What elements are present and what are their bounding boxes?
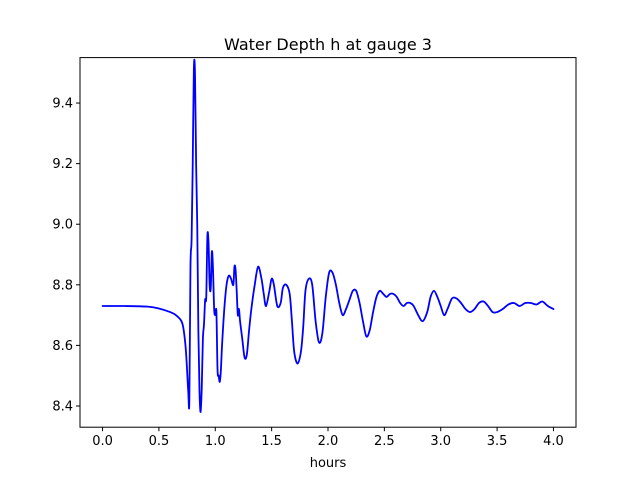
y-tick-label: 9.2 — [52, 157, 73, 172]
plot-frame — [79, 57, 577, 428]
chart-title: Water Depth h at gauge 3 — [224, 35, 432, 54]
y-tick-label: 9.0 — [52, 218, 73, 233]
x-tick-label: 0.5 — [149, 434, 170, 449]
x-tick-label: 3.0 — [430, 434, 451, 449]
series-layer — [101, 58, 555, 413]
series-line-0 — [101, 58, 555, 413]
y-tick-label: 8.6 — [52, 339, 73, 354]
x-tick-label: 0.0 — [92, 434, 113, 449]
x-tick-label: 3.5 — [487, 434, 508, 449]
y-tick-label: 9.4 — [52, 97, 73, 112]
ticks-layer: 0.0 0.5 1.0 1.5 2.0 2.5 3.0 3.5 4.0 8.4 8.6 8.8 9.0 9… — [52, 97, 563, 450]
x-axis-label: hours — [310, 456, 347, 471]
x-tick-label: 1.0 — [205, 434, 226, 449]
y-tick-label: 8.4 — [52, 399, 73, 414]
plot-area — [80, 57, 576, 428]
x-tick-label: 2.5 — [374, 434, 395, 449]
y-tick-label: 8.8 — [52, 278, 73, 293]
x-tick-label: 2.0 — [318, 434, 339, 449]
x-tick-label: 1.5 — [261, 434, 282, 449]
x-tick-label: 4.0 — [543, 434, 564, 449]
